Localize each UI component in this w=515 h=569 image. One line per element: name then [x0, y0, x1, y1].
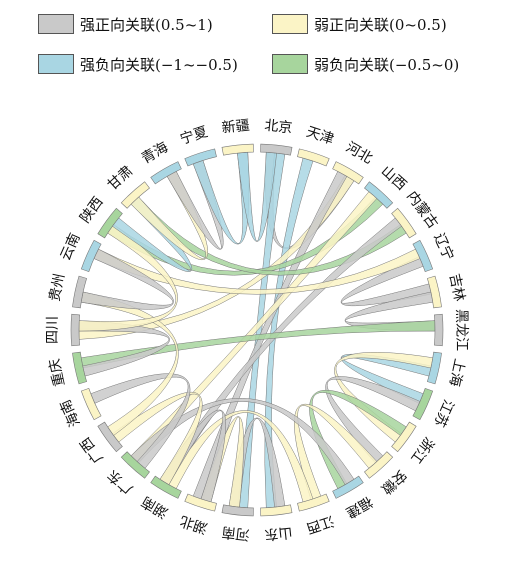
- arc-海南: [80, 387, 102, 421]
- arc-山西: [364, 181, 394, 209]
- province-label: 江西: [304, 512, 336, 536]
- province-label: 山西: [378, 163, 410, 194]
- legend-label-weak-negative: 弱负向关联(−0.5~0): [314, 55, 460, 74]
- legend-item-strong-positive: 强正向关联(0.5~1): [38, 12, 213, 36]
- arc-青海: [150, 161, 182, 185]
- arc-河南: [221, 504, 254, 517]
- province-label: 四川: [45, 316, 61, 344]
- arc-北京: [260, 143, 293, 156]
- province-label: 海南: [58, 397, 84, 429]
- province-label: 浙江: [407, 434, 436, 466]
- legend-item-strong-negative: 强负向关联(−1~−0.5): [38, 52, 238, 76]
- province-label: 广东: [105, 466, 137, 497]
- province-label: 新疆: [221, 118, 251, 137]
- province-label: 重庆: [47, 357, 68, 388]
- legend: 强正向关联(0.5~1) 弱正向关联(0~0.5) 强负向关联(−1~−0.5)…: [0, 0, 515, 82]
- arc-天津: [297, 148, 330, 167]
- province-label: 河北: [343, 139, 375, 167]
- province-label: 广西: [77, 434, 106, 466]
- chord-links: [78, 151, 436, 509]
- legend-label-strong-positive: 强正向关联(0.5~1): [80, 15, 213, 34]
- arc-云南: [80, 239, 102, 273]
- arc-四川: [70, 313, 80, 347]
- province-label: 福建: [343, 493, 375, 521]
- arc-甘肃: [120, 181, 150, 209]
- arc-新疆: [221, 143, 254, 156]
- arc-广西: [97, 421, 123, 453]
- legend-label-weak-positive: 弱正向关联(0~0.5): [314, 15, 447, 34]
- province-label: 宁夏: [178, 123, 210, 148]
- arc-黑龙江: [434, 313, 444, 347]
- arc-山东: [260, 504, 293, 517]
- province-label: 黑龙江: [453, 309, 469, 351]
- arc-宁夏: [184, 148, 217, 167]
- arc-浙江: [391, 421, 417, 453]
- legend-swatch-strong-positive: [38, 14, 74, 34]
- arc-江苏: [412, 387, 434, 421]
- arc-江西: [297, 493, 330, 512]
- province-label: 上海: [446, 357, 467, 388]
- legend-swatch-strong-negative: [38, 54, 74, 74]
- arc-吉林: [426, 275, 442, 309]
- arc-湖北: [184, 493, 217, 512]
- arc-陕西: [97, 207, 123, 239]
- arc-广东: [120, 451, 150, 479]
- arc-河北: [332, 161, 364, 185]
- arc-内蒙古: [391, 207, 417, 239]
- province-label: 江苏: [430, 397, 456, 429]
- legend-swatch-weak-positive: [272, 14, 308, 34]
- province-label: 贵州: [47, 272, 68, 303]
- arc-重庆: [72, 351, 88, 385]
- legend-item-weak-positive: 弱正向关联(0~0.5): [272, 12, 447, 36]
- arc-福建: [332, 475, 364, 499]
- arc-辽宁: [412, 239, 434, 273]
- province-label: 北京: [264, 118, 294, 137]
- province-label: 云南: [58, 231, 84, 263]
- province-label: 天津: [304, 124, 336, 148]
- legend-swatch-weak-negative: [272, 54, 308, 74]
- province-label: 山东: [264, 523, 294, 542]
- province-label: 湖北: [178, 512, 210, 536]
- province-label: 吉林: [446, 272, 467, 303]
- legend-item-weak-negative: 弱负向关联(−0.5~0): [272, 52, 459, 76]
- province-label: 甘肃: [105, 163, 137, 194]
- province-label: 辽宁: [430, 231, 457, 263]
- arc-湖南: [150, 475, 182, 499]
- legend-label-strong-negative: 强负向关联(−1~−0.5): [80, 55, 238, 74]
- arc-安徽: [364, 451, 394, 479]
- province-label: 湖南: [139, 493, 171, 521]
- province-label: 安徽: [378, 466, 410, 497]
- province-arcs: [70, 143, 444, 517]
- arc-贵州: [72, 275, 88, 309]
- province-label: 青海: [139, 139, 171, 167]
- province-label: 陕西: [77, 194, 106, 226]
- arc-上海: [426, 351, 442, 385]
- province-label: 河南: [221, 523, 251, 542]
